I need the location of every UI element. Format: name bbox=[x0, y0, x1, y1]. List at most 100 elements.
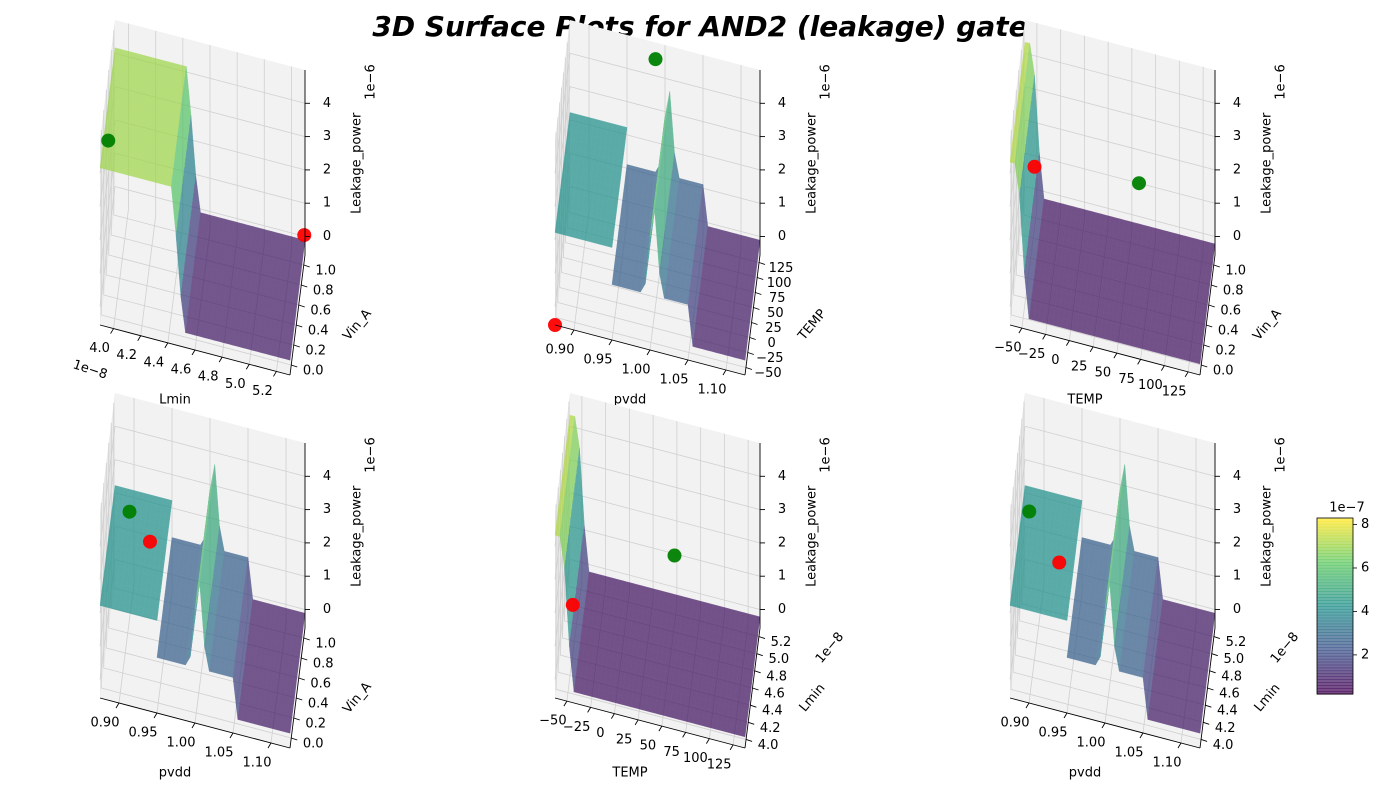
z-gridline bbox=[1024, 152, 1216, 204]
surface-facet bbox=[296, 255, 304, 267]
y-tick bbox=[757, 277, 764, 280]
x-tick-label: 4.4 bbox=[144, 355, 165, 370]
x-tick-label: 1.10 bbox=[1153, 756, 1182, 771]
surface-facet bbox=[748, 658, 755, 669]
y-tick bbox=[753, 307, 760, 310]
y-tick bbox=[298, 304, 305, 308]
z-tick-label: 1 bbox=[778, 569, 786, 584]
z-tick-label: 2 bbox=[323, 535, 331, 550]
y-tick bbox=[1213, 636, 1221, 639]
max-marker bbox=[122, 504, 137, 519]
y-tick bbox=[747, 352, 754, 355]
max-marker bbox=[101, 133, 116, 148]
z-gridline bbox=[99, 459, 116, 580]
y-tick bbox=[749, 337, 756, 340]
y-tick-label: 100 bbox=[767, 276, 792, 291]
y-tick-label: 4.6 bbox=[764, 687, 785, 702]
surface-facet bbox=[1067, 567, 1074, 578]
surface-plot-5: −50−25 0 25 50 75 1001254.04.24.44.64.85.05.2… bbox=[539, 393, 847, 781]
x-tick bbox=[646, 349, 651, 356]
x-axis-line bbox=[1009, 324, 1201, 376]
surface-facet bbox=[1205, 268, 1213, 279]
surface-facet bbox=[199, 576, 206, 646]
min-marker bbox=[1052, 555, 1067, 570]
max-marker bbox=[1022, 504, 1037, 519]
x-tick-label: 1.00 bbox=[167, 736, 196, 751]
y-tick bbox=[750, 704, 757, 708]
max-marker bbox=[648, 52, 663, 67]
x-tick bbox=[705, 738, 710, 744]
z-gridline bbox=[99, 153, 116, 274]
surface-mesh bbox=[554, 91, 761, 361]
z-tick-label: 4 bbox=[323, 469, 331, 484]
y-gridline bbox=[101, 314, 292, 366]
y-gridline bbox=[555, 689, 747, 740]
surface-facet bbox=[162, 524, 170, 536]
x-tick-label: −50 bbox=[994, 341, 1021, 356]
x-tick-label: 125 bbox=[1162, 384, 1187, 399]
z-gridline bbox=[569, 52, 761, 104]
figure-title: 3D Surface Plots for AND2 (leakage) gate bbox=[372, 10, 1028, 43]
z-axis-label: Leakage_power bbox=[350, 112, 365, 214]
y-tick bbox=[1209, 670, 1216, 674]
z-axis-label: Leakage_power bbox=[1260, 485, 1275, 587]
surface-facet bbox=[1203, 285, 1210, 296]
colorbar-tick-label: 8 bbox=[1361, 517, 1369, 532]
surface-facet bbox=[292, 663, 299, 674]
y-tick-label: 0.6 bbox=[1220, 304, 1241, 319]
z-gridline bbox=[1024, 119, 1216, 171]
z-tick-label: 4 bbox=[778, 469, 786, 484]
x-tick bbox=[110, 328, 114, 334]
z-gridline bbox=[114, 459, 306, 510]
x-tick bbox=[1025, 702, 1030, 709]
surface-facet bbox=[619, 134, 627, 145]
x-tick bbox=[1042, 334, 1047, 340]
surface-facet bbox=[1204, 645, 1211, 657]
x-tick bbox=[610, 713, 615, 719]
x-tick bbox=[682, 732, 687, 738]
surface-facet bbox=[1206, 628, 1214, 640]
x-tick-label: 4.8 bbox=[198, 370, 219, 385]
x-tick-label: −25 bbox=[1018, 347, 1045, 362]
surface-facet bbox=[288, 697, 295, 708]
colorbar-offset-label: 1e−7 bbox=[1329, 501, 1364, 516]
surface-facet bbox=[1062, 610, 1069, 621]
y-tick bbox=[758, 636, 766, 639]
x-tick-label: 75 bbox=[663, 745, 680, 760]
surface-facet bbox=[1195, 353, 1202, 365]
x-tick-label: 1.05 bbox=[660, 373, 689, 388]
surface-facet bbox=[752, 247, 760, 258]
surface-facet bbox=[744, 692, 751, 703]
y-axis-label: Lmin bbox=[797, 681, 829, 715]
y-tick bbox=[745, 739, 753, 742]
surface-facet bbox=[1207, 250, 1215, 262]
z-tick-label: 2 bbox=[323, 162, 331, 177]
surface-facet bbox=[1205, 637, 1213, 648]
surface-facet bbox=[751, 255, 759, 267]
surface-facet bbox=[289, 688, 296, 700]
y-tick-label: 4.4 bbox=[762, 704, 783, 719]
x-gridline bbox=[113, 208, 129, 329]
surface-facet bbox=[165, 499, 173, 510]
surface-facet bbox=[171, 177, 178, 236]
x-tick bbox=[1065, 340, 1070, 346]
surface-facet bbox=[298, 611, 306, 623]
y-axis-label: Vin_A bbox=[1250, 306, 1285, 343]
x-tick-label: 0.95 bbox=[584, 353, 613, 368]
z-axis-label: Leakage_power bbox=[805, 485, 820, 587]
x-tick bbox=[587, 707, 592, 713]
y-tick-label: 0.4 bbox=[1218, 324, 1239, 339]
y-offset-label: 1e−8 bbox=[813, 630, 847, 667]
y-tick-label: 0.8 bbox=[313, 284, 334, 299]
x-tick-label: −25 bbox=[563, 720, 590, 735]
x-tick-label: 1.05 bbox=[1115, 746, 1144, 761]
x-tick-label: 0.95 bbox=[1039, 726, 1068, 741]
y-tick bbox=[1205, 704, 1212, 708]
surface-facet bbox=[157, 567, 164, 578]
colorbar: 2 4 6 81e−7 bbox=[1316, 501, 1369, 695]
z-offset-label: 1e−6 bbox=[1274, 64, 1289, 99]
y-tick-label: 5.2 bbox=[1226, 635, 1247, 650]
y-tick bbox=[296, 697, 303, 701]
z-tick-label: 1 bbox=[1233, 196, 1241, 211]
y-tick-label: 1.0 bbox=[1225, 264, 1246, 279]
